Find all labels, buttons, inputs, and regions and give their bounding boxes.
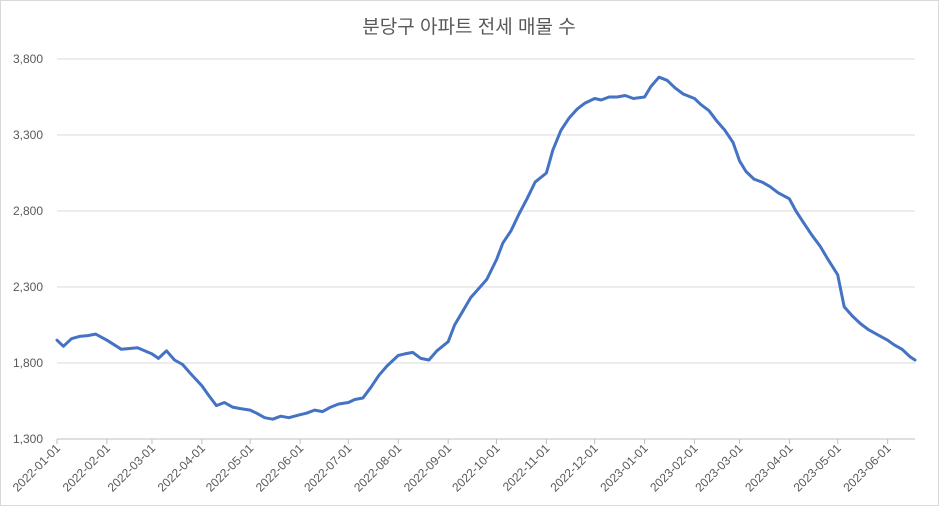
- x-tick-label: 2022-01-01: [10, 441, 64, 495]
- x-tick-label: 2022-04-01: [155, 441, 209, 495]
- x-tick-label: 2023-06-01: [840, 441, 894, 495]
- y-tick-label: 2,300: [13, 280, 43, 294]
- series-line: [55, 75, 917, 421]
- x-tick-label: 2023-01-01: [597, 441, 651, 495]
- y-tick-label: 1,300: [13, 432, 43, 446]
- y-tick-label: 3,300: [13, 128, 43, 142]
- x-tick-label: 2023-05-01: [791, 441, 845, 495]
- gridlines: [57, 58, 915, 364]
- x-tick-label: 2022-08-01: [351, 441, 405, 495]
- x-axis-ticks: 2022-01-012022-02-012022-03-012022-04-01…: [10, 439, 894, 495]
- x-tick-label: 2022-11-01: [500, 441, 553, 494]
- y-tick-label: 3,800: [13, 52, 43, 66]
- x-tick-label: 2022-05-01: [203, 441, 257, 495]
- y-tick-label: 1,800: [13, 356, 43, 370]
- x-tick-label: 2022-03-01: [105, 441, 159, 495]
- x-tick-label: 2022-06-01: [253, 441, 307, 495]
- y-tick-label: 2,800: [13, 204, 43, 218]
- y-axis-ticks: 1,300 1,800 2,300 2,800 3,300 3,800: [13, 52, 43, 446]
- x-tick-label: 2022-09-01: [401, 441, 455, 495]
- chart-title: 분당구 아파트 전세 매물 수: [362, 16, 575, 38]
- x-tick-label: 2022-02-01: [60, 441, 114, 495]
- x-tick-label: 2022-10-01: [449, 441, 503, 495]
- x-tick-label: 2023-04-01: [742, 441, 796, 495]
- x-tick-label: 2023-03-01: [692, 441, 746, 495]
- series-group: [55, 75, 917, 421]
- x-tick-label: 2022-07-01: [301, 441, 355, 495]
- x-tick-label: 2022-12-01: [547, 441, 601, 495]
- x-tick-label: 2023-02-01: [647, 441, 701, 495]
